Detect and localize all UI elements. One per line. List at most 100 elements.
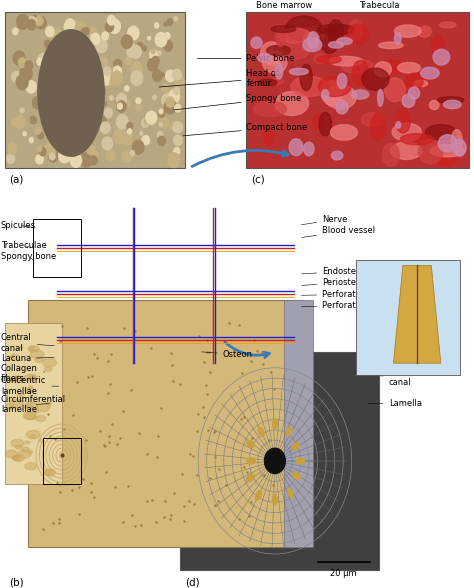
Circle shape [125,86,129,91]
Text: Nerve: Nerve [301,215,348,225]
Ellipse shape [266,45,290,56]
Circle shape [162,93,174,108]
Ellipse shape [362,68,389,90]
Ellipse shape [330,125,357,140]
Circle shape [26,81,36,93]
Ellipse shape [43,358,56,367]
Text: (a): (a) [9,175,24,185]
Circle shape [12,118,18,126]
Ellipse shape [405,73,423,90]
Circle shape [66,117,74,126]
Ellipse shape [25,387,34,393]
Ellipse shape [291,76,328,96]
Text: 20 μm: 20 μm [330,569,357,578]
Ellipse shape [322,81,342,106]
Circle shape [81,153,92,167]
Circle shape [50,116,56,123]
Circle shape [174,104,181,112]
Text: Lacunae: Lacunae [368,321,424,330]
Circle shape [48,151,58,162]
Circle shape [20,108,24,113]
Circle shape [102,32,109,40]
Circle shape [142,136,149,145]
Text: Trabecula: Trabecula [359,1,400,9]
Circle shape [33,96,43,109]
Circle shape [108,15,115,25]
Ellipse shape [396,122,401,128]
Ellipse shape [254,101,286,117]
Ellipse shape [322,89,329,100]
Ellipse shape [28,450,33,453]
Circle shape [32,15,37,22]
Ellipse shape [275,63,283,79]
Ellipse shape [286,427,292,436]
Ellipse shape [25,413,36,420]
Circle shape [174,88,180,95]
Circle shape [128,26,139,40]
Circle shape [133,140,144,154]
Ellipse shape [35,357,44,362]
Circle shape [174,148,180,155]
Circle shape [131,45,141,58]
Circle shape [37,132,43,139]
Circle shape [161,73,164,76]
Ellipse shape [351,90,369,99]
Circle shape [126,101,130,106]
Ellipse shape [263,52,287,74]
Circle shape [86,75,95,86]
Ellipse shape [392,123,421,141]
Circle shape [168,153,180,168]
Text: Canaliculi: Canaliculi [368,347,429,356]
Circle shape [100,122,110,133]
Circle shape [96,86,105,98]
Ellipse shape [325,85,356,109]
Text: Spongy bone: Spongy bone [173,94,302,110]
Ellipse shape [419,140,443,164]
Ellipse shape [246,475,254,482]
Circle shape [37,58,44,66]
Ellipse shape [432,35,444,56]
Circle shape [104,67,111,75]
Circle shape [137,42,143,50]
Ellipse shape [255,490,262,500]
Ellipse shape [426,125,456,140]
Text: Central
canal: Central canal [368,368,419,387]
Circle shape [164,41,173,51]
Ellipse shape [9,355,19,360]
Circle shape [92,151,98,158]
Circle shape [159,123,162,126]
Bar [284,300,313,547]
Bar [356,260,460,375]
Circle shape [153,70,162,81]
Circle shape [146,111,156,124]
Circle shape [174,17,177,21]
Ellipse shape [314,54,328,64]
Ellipse shape [320,27,339,54]
Circle shape [113,66,121,76]
Circle shape [39,148,46,156]
Circle shape [18,58,26,68]
Circle shape [90,156,97,165]
Circle shape [128,129,132,134]
Circle shape [103,102,107,106]
Text: (d): (d) [185,577,200,587]
Circle shape [158,109,164,117]
Bar [43,438,81,484]
Circle shape [59,136,62,140]
Circle shape [165,70,175,82]
Circle shape [114,129,126,143]
Ellipse shape [287,489,293,498]
Circle shape [17,15,29,29]
Circle shape [52,29,62,41]
Circle shape [75,21,86,35]
Ellipse shape [18,450,31,458]
Circle shape [83,125,87,130]
Circle shape [153,95,156,99]
Ellipse shape [14,455,24,462]
Circle shape [109,96,113,100]
Ellipse shape [25,463,37,470]
Circle shape [38,54,48,66]
Ellipse shape [296,458,305,464]
Ellipse shape [28,346,35,350]
Circle shape [69,19,78,31]
